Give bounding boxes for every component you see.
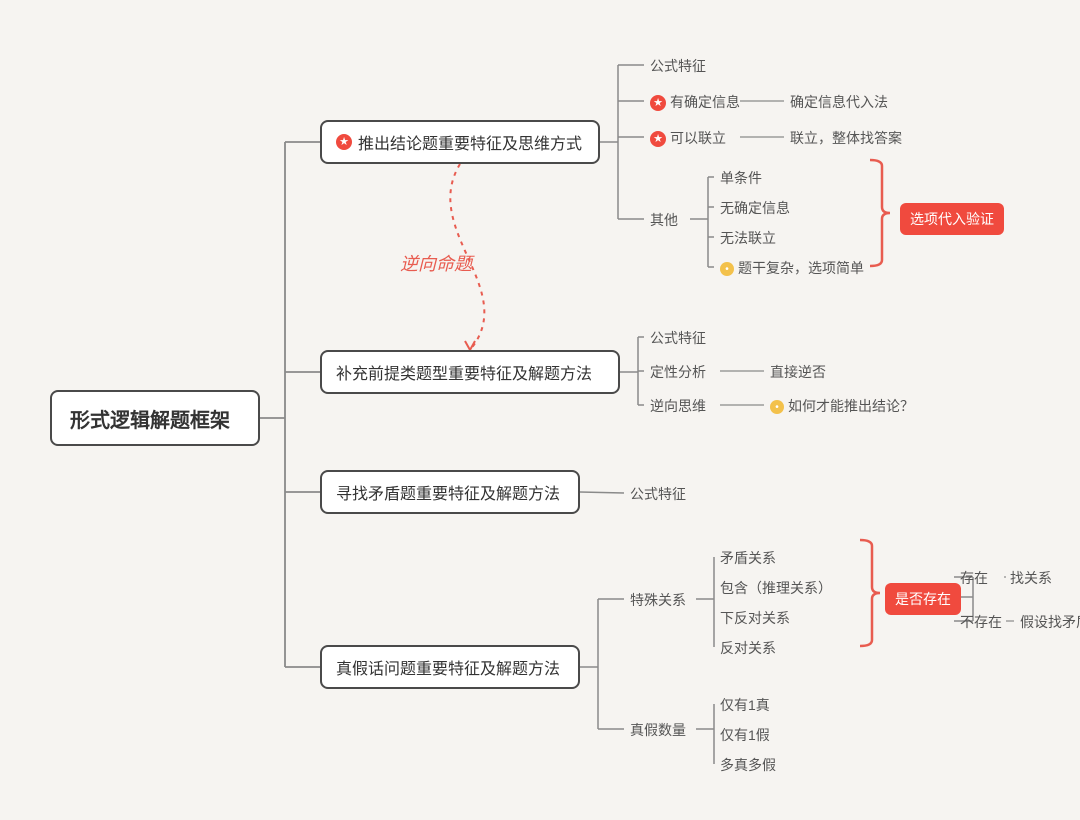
badge-verify: 选项代入验证: [900, 203, 1004, 235]
star-icon: ★: [336, 134, 352, 150]
leaf: 存在: [960, 568, 988, 588]
leaf: 不存在: [960, 612, 1002, 632]
leaf: •题干复杂，选项简单: [720, 258, 864, 278]
leaf: 直接逆否: [770, 362, 826, 382]
branch-node-b2: 补充前提类题型重要特征及解题方法: [320, 350, 620, 394]
dot-icon: •: [770, 400, 784, 414]
leaf: 其他: [650, 210, 678, 230]
branch-node-b4: 真假话问题重要特征及解题方法: [320, 645, 580, 689]
leaf: 定性分析: [650, 362, 706, 382]
leaf: 仅有1真: [720, 695, 770, 715]
leaf: 多真多假: [720, 755, 776, 775]
leaf: 包含（推理关系）: [720, 578, 832, 598]
leaf: 仅有1假: [720, 725, 770, 745]
reverse-annotation: 逆向命题: [400, 250, 472, 276]
leaf: 无确定信息: [720, 198, 790, 218]
leaf: ★可以联立: [650, 128, 726, 148]
leaf: 无法联立: [720, 228, 776, 248]
leaf: 联立，整体找答案: [790, 128, 902, 148]
leaf: 单条件: [720, 168, 762, 188]
branch-node-b3: 寻找矛盾题重要特征及解题方法: [320, 470, 580, 514]
dot-icon: •: [720, 262, 734, 276]
leaf: 公式特征: [650, 56, 706, 76]
leaf: 矛盾关系: [720, 548, 776, 568]
leaf: 真假数量: [630, 720, 686, 740]
badge-exists: 是否存在: [885, 583, 961, 615]
leaf: 确定信息代入法: [790, 92, 888, 112]
leaf: 找关系: [1010, 568, 1052, 588]
star-icon: ★: [650, 95, 666, 111]
leaf: •如何才能推出结论？: [770, 396, 914, 416]
leaf: 特殊关系: [630, 590, 686, 610]
leaf: 反对关系: [720, 638, 776, 658]
leaf: 假设找矛盾: [1020, 612, 1080, 632]
leaf: 公式特征: [650, 328, 706, 348]
star-icon: ★: [650, 131, 666, 147]
branch-node-b1: ★推出结论题重要特征及思维方式: [320, 120, 600, 164]
root-node: 形式逻辑解题框架: [50, 390, 260, 446]
leaf: ★有确定信息: [650, 92, 740, 112]
leaf: 公式特征: [630, 484, 686, 504]
leaf: 下反对关系: [720, 608, 790, 628]
leaf: 逆向思维: [650, 396, 706, 416]
